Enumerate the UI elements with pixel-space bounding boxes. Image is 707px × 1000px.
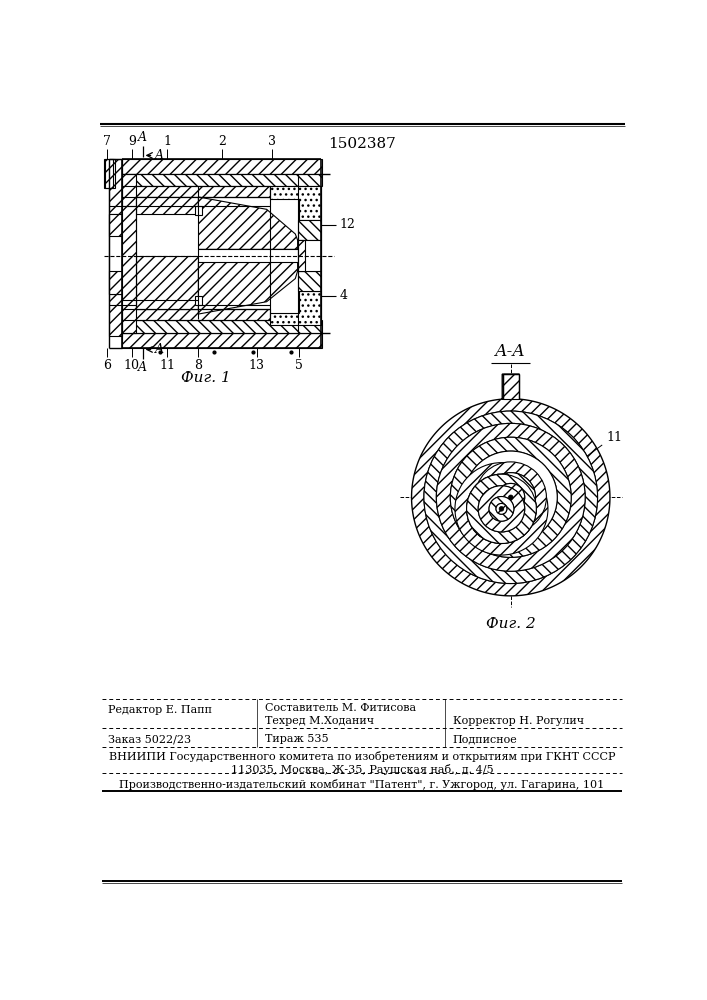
Circle shape <box>508 495 513 500</box>
Bar <box>109 271 122 294</box>
Bar <box>122 320 322 333</box>
Bar <box>136 291 199 300</box>
Circle shape <box>464 451 557 544</box>
Circle shape <box>467 474 537 544</box>
Polygon shape <box>270 291 321 325</box>
Text: A: A <box>138 361 147 374</box>
Circle shape <box>467 474 537 544</box>
Text: Редактор Е. Папп: Редактор Е. Папп <box>107 705 212 715</box>
Text: Подписное: Подписное <box>452 734 518 744</box>
Bar <box>122 174 322 186</box>
Text: 11: 11 <box>606 431 622 444</box>
Text: 7: 7 <box>103 135 111 148</box>
Text: Тираж 535: Тираж 535 <box>265 734 329 744</box>
Text: 113035, Москва, Ж-35, Раушская наб., д. 4/5: 113035, Москва, Ж-35, Раушская наб., д. … <box>230 764 493 775</box>
Text: 2: 2 <box>218 135 226 148</box>
Circle shape <box>497 483 525 511</box>
Text: Фиг. 1: Фиг. 1 <box>181 371 231 385</box>
Bar <box>503 374 518 399</box>
Text: ВНИИПИ Государственного комитета по изобретениям и открытиям при ГКНТ СССР: ВНИИПИ Государственного комитета по изоб… <box>109 751 615 762</box>
Text: 4: 4 <box>339 289 347 302</box>
Bar <box>122 197 200 206</box>
Bar <box>122 158 322 174</box>
Bar <box>122 206 136 305</box>
Bar <box>195 206 201 215</box>
Text: Техред М.Ходанич: Техред М.Ходанич <box>265 716 374 726</box>
Circle shape <box>497 483 525 511</box>
Bar <box>122 300 200 309</box>
Bar <box>109 158 122 336</box>
Polygon shape <box>270 186 321 220</box>
Text: 1502387: 1502387 <box>328 137 396 151</box>
Circle shape <box>505 491 517 503</box>
Bar <box>122 174 136 333</box>
Bar <box>109 214 122 235</box>
Text: 3: 3 <box>268 135 276 148</box>
Circle shape <box>489 497 514 521</box>
Circle shape <box>436 423 585 571</box>
Circle shape <box>489 497 514 521</box>
Circle shape <box>499 507 504 511</box>
Text: A: A <box>155 343 164 356</box>
Text: 9: 9 <box>128 135 136 148</box>
Circle shape <box>450 437 571 557</box>
Text: 5: 5 <box>296 359 303 372</box>
Text: Производственно-издательский комбинат "Патент", г. Ужгород, ул. Гагарина, 101: Производственно-издательский комбинат "П… <box>119 779 604 790</box>
Bar <box>298 240 305 271</box>
Bar <box>195 296 201 305</box>
Bar <box>109 214 122 294</box>
Circle shape <box>496 503 507 514</box>
Bar <box>199 249 298 262</box>
Bar <box>122 186 270 197</box>
Circle shape <box>486 473 535 522</box>
Polygon shape <box>411 374 610 596</box>
Bar <box>136 214 199 256</box>
Circle shape <box>464 451 557 544</box>
Circle shape <box>424 411 597 584</box>
Text: 11: 11 <box>159 359 175 372</box>
Polygon shape <box>199 197 298 249</box>
Text: Заказ 5022/23: Заказ 5022/23 <box>107 734 191 744</box>
Circle shape <box>486 473 535 522</box>
Circle shape <box>478 486 525 532</box>
Text: 10: 10 <box>124 359 140 372</box>
Circle shape <box>424 411 597 584</box>
Circle shape <box>436 423 585 571</box>
Bar <box>298 240 321 271</box>
Bar <box>122 309 270 320</box>
Bar <box>105 158 113 188</box>
Bar <box>136 251 199 309</box>
Polygon shape <box>298 271 321 291</box>
Text: 6: 6 <box>103 359 111 372</box>
Circle shape <box>496 503 507 514</box>
Polygon shape <box>199 262 298 314</box>
Circle shape <box>478 486 525 532</box>
Text: Фиг. 2: Фиг. 2 <box>486 617 536 631</box>
Text: 1: 1 <box>163 135 171 148</box>
Circle shape <box>455 463 548 555</box>
Polygon shape <box>298 220 321 240</box>
Circle shape <box>475 462 547 533</box>
Bar <box>136 197 199 256</box>
Text: Корректор Н. Рогулич: Корректор Н. Рогулич <box>452 716 584 726</box>
Bar <box>122 333 322 348</box>
Text: 8: 8 <box>194 359 202 372</box>
Text: A: A <box>155 149 164 162</box>
Text: 12: 12 <box>339 218 356 231</box>
Circle shape <box>467 474 537 544</box>
Text: А-А: А-А <box>496 343 526 360</box>
Text: 13: 13 <box>249 359 264 372</box>
Bar <box>136 206 199 215</box>
Text: A: A <box>138 131 147 144</box>
Circle shape <box>450 437 571 557</box>
Circle shape <box>455 463 548 555</box>
Text: Составитель М. Фитисова: Составитель М. Фитисова <box>265 703 416 713</box>
Bar <box>104 158 115 188</box>
